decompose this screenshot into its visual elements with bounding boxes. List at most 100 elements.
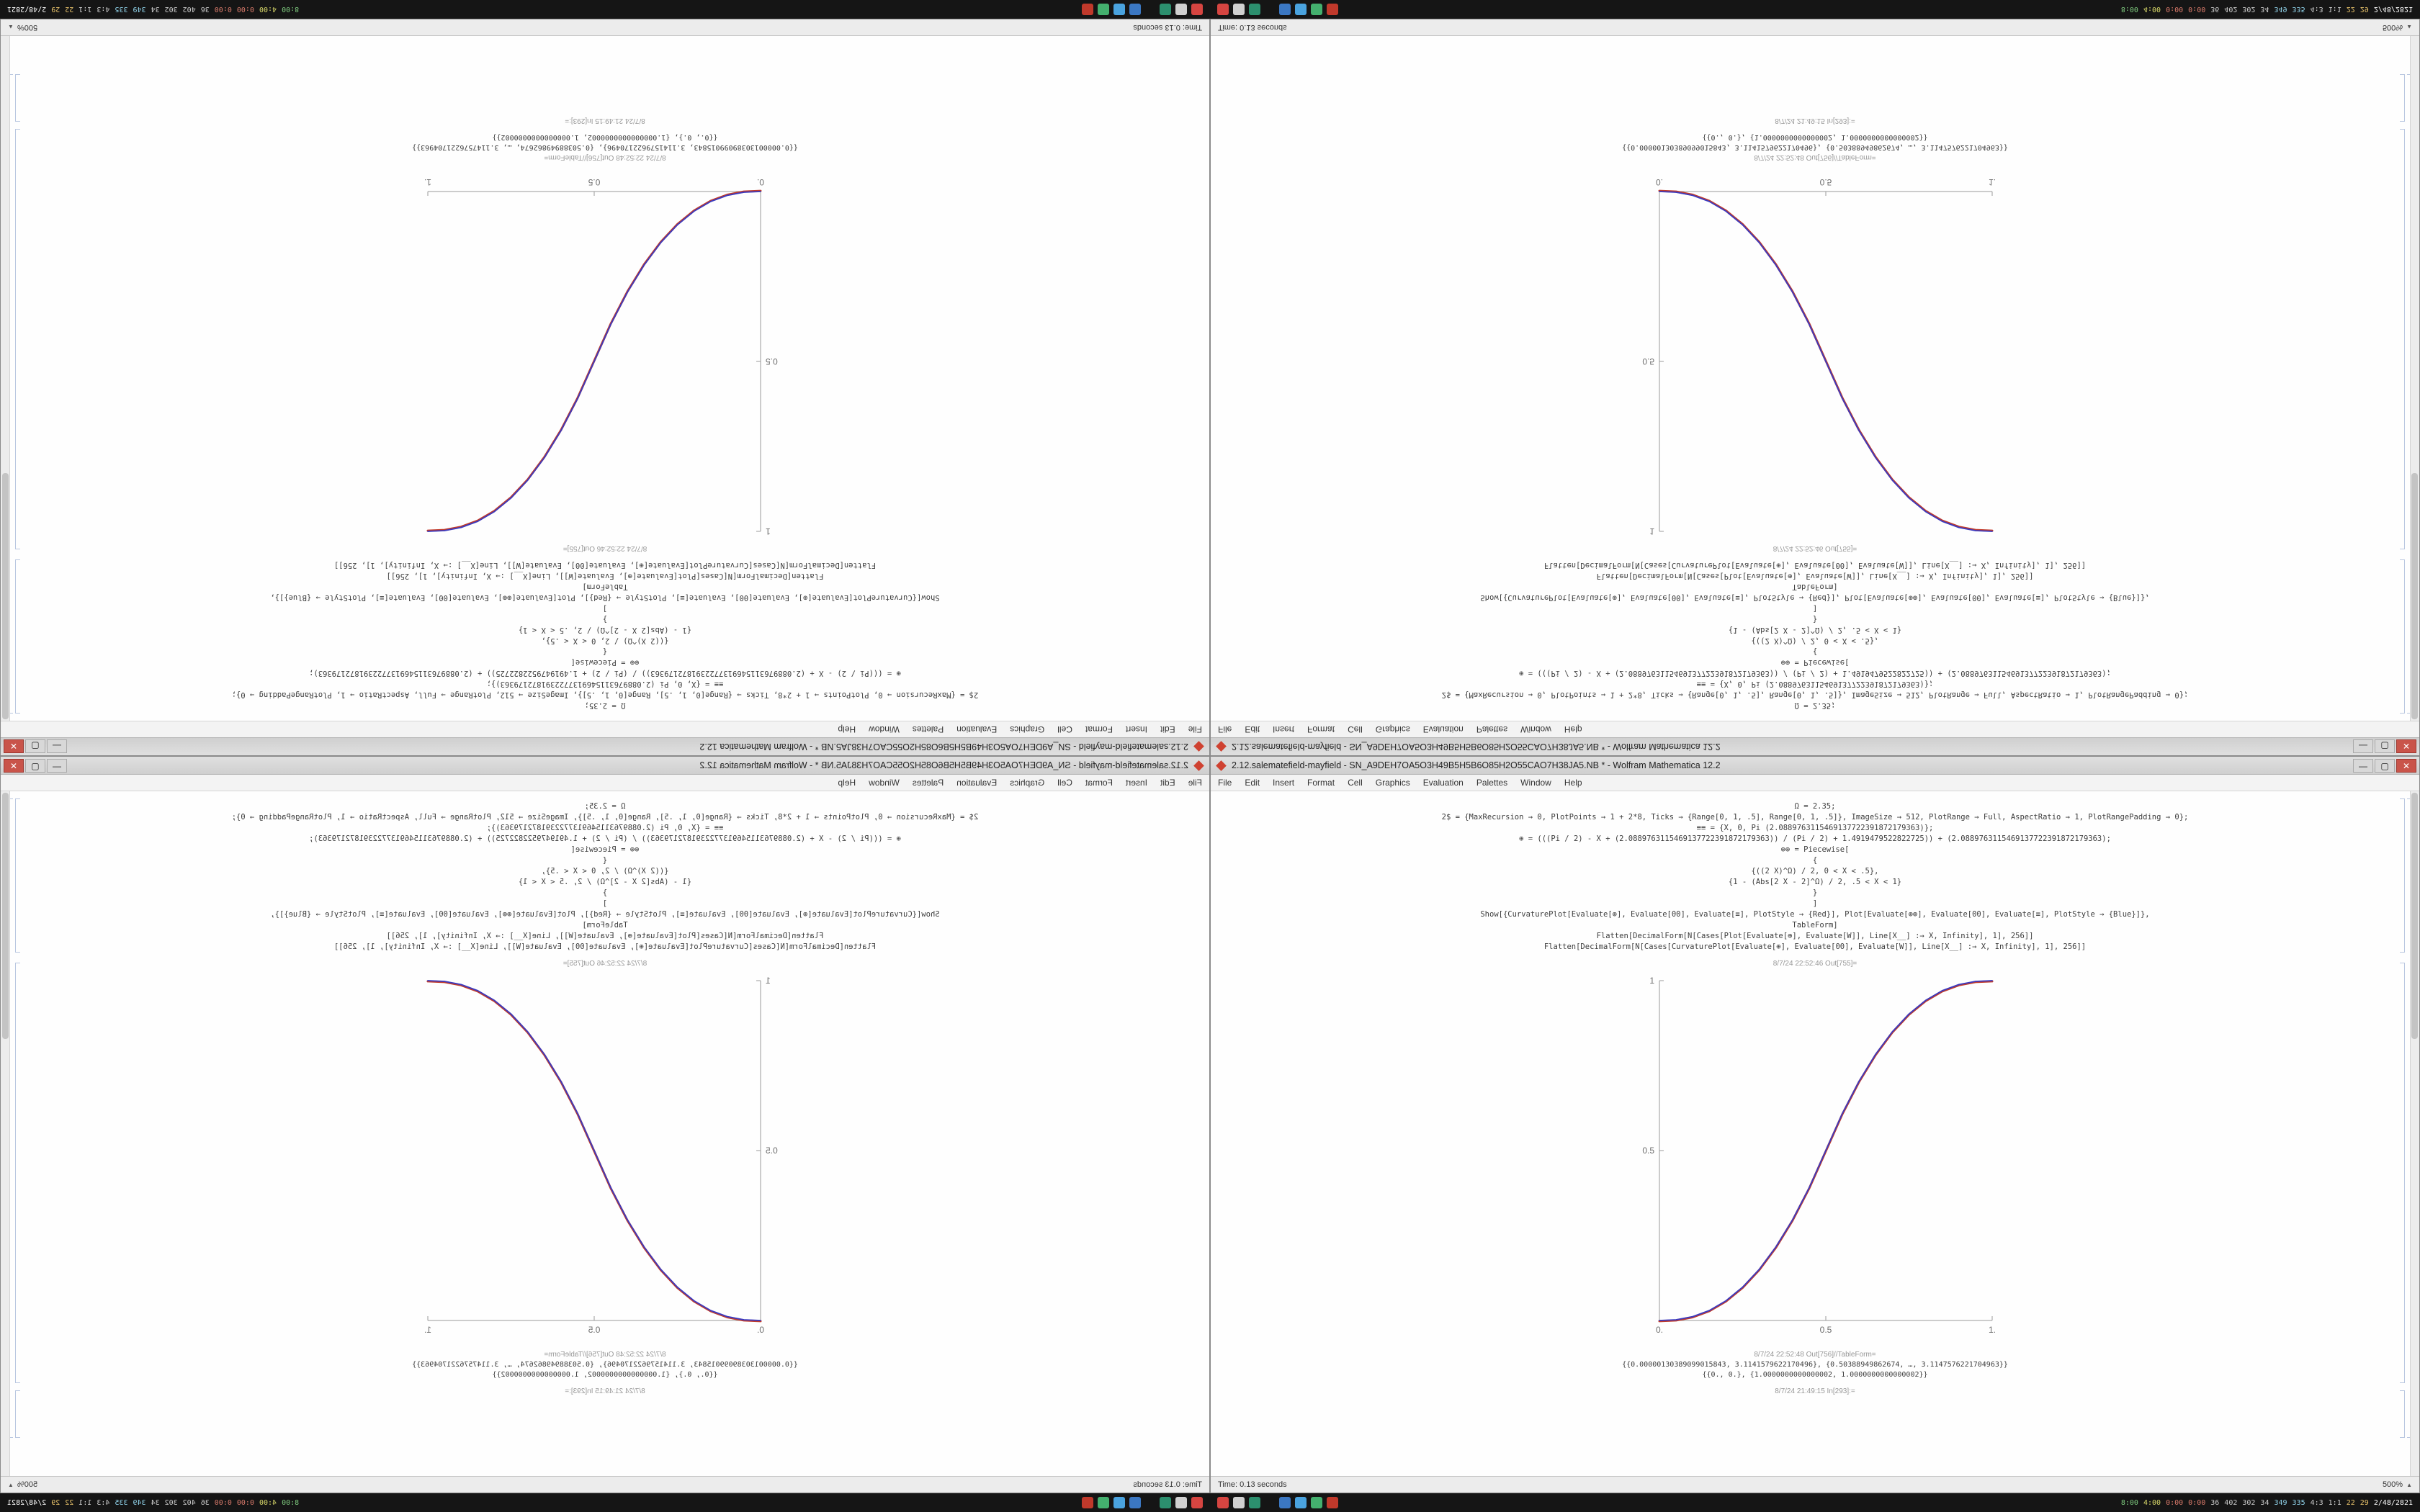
code-line[interactable]: } (602, 888, 608, 897)
vertical-scrollbar[interactable] (2410, 36, 2419, 721)
menu-window[interactable]: Window (869, 778, 900, 788)
code-line[interactable]: } (602, 615, 608, 624)
code-line[interactable]: TableForm] (1792, 582, 1838, 591)
taskbar-icon-terminal[interactable] (1249, 4, 1260, 15)
taskbar-icon-browser[interactable] (1279, 1497, 1291, 1508)
vertical-scrollbar[interactable] (1, 791, 10, 1476)
table-cell-bracket[interactable] (15, 1390, 20, 1438)
code-line[interactable]: Flatten[DecimalForm[N[Cases[Plot[Evaluat… (386, 572, 824, 580)
code-line[interactable]: ] (1812, 604, 1818, 613)
menu-cell[interactable]: Cell (1348, 778, 1363, 788)
code-line[interactable]: ⊕ = (((Pi / 2) - X + (2.0889763115469137… (309, 669, 901, 678)
menu-help[interactable]: Help (838, 778, 856, 788)
code-line[interactable]: ⊕ = (((Pi / 2) - X + (2.0889763115469137… (1519, 669, 2111, 678)
plot-cell-bracket[interactable] (2400, 129, 2405, 549)
input-cell[interactable]: Ω = 2.35; 2$ = {MaxRecursion → 0, PlotPo… (1211, 801, 2419, 953)
code-line[interactable]: {((2 X)^Ω) / 2, 0 < X < .5}, (541, 636, 669, 645)
zoom-level[interactable]: 500% (2382, 1480, 2403, 1489)
zoom-level[interactable]: 500% (2382, 23, 2403, 32)
menu-file[interactable]: File (1218, 724, 1232, 734)
taskbar-icon-mail[interactable] (1113, 1497, 1125, 1508)
code-line[interactable]: Flatten[DecimalForm[N[Cases[CurvaturePlo… (1543, 561, 2087, 570)
code-line[interactable]: ] (602, 899, 608, 908)
input-cell-bracket[interactable] (2400, 559, 2405, 714)
menu-evaluation[interactable]: Evaluation (1422, 778, 1464, 788)
code-line[interactable]: Ω = 2.35; (584, 802, 626, 811)
taskbar-icon-browser[interactable] (1129, 1497, 1141, 1508)
taskbar-icon-files[interactable] (1233, 4, 1245, 15)
code-line[interactable]: TableForm] (582, 921, 628, 930)
code-line[interactable]: ≡≡ = {X, 0, Pi (2.0889763115469137722391… (1696, 680, 1934, 688)
code-line[interactable]: Ω = 2.35; (1794, 802, 1836, 811)
notebook-area[interactable]: Ω = 2.35; 2$ = {MaxRecursion → 0, PlotPo… (1211, 36, 2419, 721)
menu-evaluation[interactable]: Evaluation (956, 778, 998, 788)
taskbar-icon-terminal[interactable] (1160, 4, 1171, 15)
plot-cell-bracket[interactable] (15, 129, 20, 549)
taskbar-icon-launcher[interactable] (1191, 1497, 1203, 1508)
code-line[interactable]: {1 - (Abs[2 X - 2]^Ω) / 2, .5 < X < 1} (1728, 626, 1902, 634)
notebook-area[interactable]: Ω = 2.35; 2$ = {MaxRecursion → 0, PlotPo… (1, 791, 1209, 1476)
minimize-button[interactable]: — (2353, 758, 2373, 773)
code-line[interactable]: {1 - (Abs[2 X - 2]^Ω) / 2, .5 < X < 1} (1728, 878, 1902, 886)
code-line[interactable]: ≡≡ = {X, 0, Pi (2.0889763115469137722391… (1696, 824, 1934, 832)
code-line[interactable]: } (1812, 615, 1818, 624)
window-titlebar[interactable]: 2.12.salematefield-mayfield - SN_A9DEH7O… (1, 757, 1209, 775)
taskbar-icon-files[interactable] (1175, 1497, 1187, 1508)
menu-edit[interactable]: Edit (1160, 724, 1175, 734)
minimize-button[interactable]: — (47, 739, 67, 754)
window-titlebar[interactable]: 2.12.salematefield-mayfield - SN_A9DEH7O… (1, 737, 1209, 755)
code-line[interactable]: ⊕⊕ = Piecewise[ (570, 845, 640, 854)
code-line[interactable]: Ω = 2.35; (584, 701, 626, 710)
close-button[interactable]: ✕ (2396, 758, 2416, 773)
taskbar-icon-browser[interactable] (1279, 4, 1291, 15)
code-line[interactable]: {1 - (Abs[2 X - 2]^Ω) / 2, .5 < X < 1} (518, 626, 692, 634)
code-line[interactable]: { (602, 647, 608, 656)
code-line[interactable]: ] (1812, 899, 1818, 908)
code-line[interactable]: 2$ = {MaxRecursion → 0, PlotPoints → 1 +… (231, 813, 979, 822)
close-button[interactable]: ✕ (4, 758, 24, 773)
menu-help[interactable]: Help (1564, 724, 1582, 734)
input-cell-bracket[interactable] (2400, 798, 2405, 953)
zoom-level[interactable]: 500% (17, 23, 38, 32)
menu-insert[interactable]: Insert (1273, 778, 1295, 788)
menu-edit[interactable]: Edit (1245, 778, 1260, 788)
plot-cell-bracket[interactable] (2400, 963, 2405, 1383)
menu-graphics[interactable]: Graphics (1010, 778, 1045, 788)
code-line[interactable]: } (1812, 888, 1818, 897)
zoom-control[interactable]: 500% ▲ (8, 23, 37, 32)
menu-insert[interactable]: Insert (1125, 724, 1147, 734)
taskbar-icon-mail[interactable] (1113, 4, 1125, 15)
maximize-button[interactable]: ▢ (25, 739, 45, 754)
vertical-scrollbar[interactable] (1, 36, 10, 721)
taskbar-icon-mail[interactable] (1295, 1497, 1307, 1508)
code-line[interactable]: {1 - (Abs[2 X - 2]^Ω) / 2, .5 < X < 1} (518, 878, 692, 886)
code-line[interactable]: Show[{CurvaturePlot[Evaluate[⊕], Evaluat… (270, 593, 940, 602)
plot-cell-bracket[interactable] (15, 963, 20, 1383)
window-titlebar[interactable]: 2.12.salematefield-mayfield - SN_A9DEH7O… (1211, 757, 2419, 775)
taskbar-icon-media[interactable] (1311, 4, 1322, 15)
taskbar-icon-browser[interactable] (1129, 4, 1141, 15)
taskbar-icon-capture[interactable] (1082, 1497, 1093, 1508)
code-line[interactable]: Show[{CurvaturePlot[Evaluate[⊕], Evaluat… (1480, 593, 2150, 602)
taskbar-icon-capture[interactable] (1082, 4, 1093, 15)
menu-format[interactable]: Format (1307, 724, 1335, 734)
minimize-button[interactable]: — (2353, 739, 2373, 754)
taskbar-icon-media[interactable] (1098, 1497, 1109, 1508)
menu-graphics[interactable]: Graphics (1375, 724, 1410, 734)
window-titlebar[interactable]: 2.12.salematefield-mayfield - SN_A9DEH7O… (1211, 737, 2419, 755)
close-button[interactable]: ✕ (4, 739, 24, 754)
zoom-control[interactable]: 500% ▲ (2383, 23, 2412, 32)
code-line[interactable]: TableForm] (1792, 921, 1838, 930)
code-line[interactable]: 2$ = {MaxRecursion → 0, PlotPoints → 1 +… (1441, 813, 2189, 822)
code-line[interactable]: 2$ = {MaxRecursion → 0, PlotPoints → 1 +… (1441, 690, 2189, 699)
code-line[interactable]: Flatten[DecimalForm[N[Cases[CurvaturePlo… (333, 942, 877, 951)
code-line[interactable]: {((2 X)^Ω) / 2, 0 < X < .5}, (1751, 867, 1879, 876)
menu-window[interactable]: Window (1520, 778, 1551, 788)
scrollbar-thumb[interactable] (2411, 793, 2418, 1040)
code-line[interactable]: { (1812, 856, 1818, 865)
maximize-button[interactable]: ▢ (2375, 758, 2395, 773)
menu-edit[interactable]: Edit (1160, 778, 1175, 788)
zoom-control[interactable]: 500% ▲ (8, 1480, 37, 1489)
code-line[interactable]: {((2 X)^Ω) / 2, 0 < X < .5}, (1751, 636, 1879, 645)
taskbar-icon-launcher[interactable] (1191, 4, 1203, 15)
